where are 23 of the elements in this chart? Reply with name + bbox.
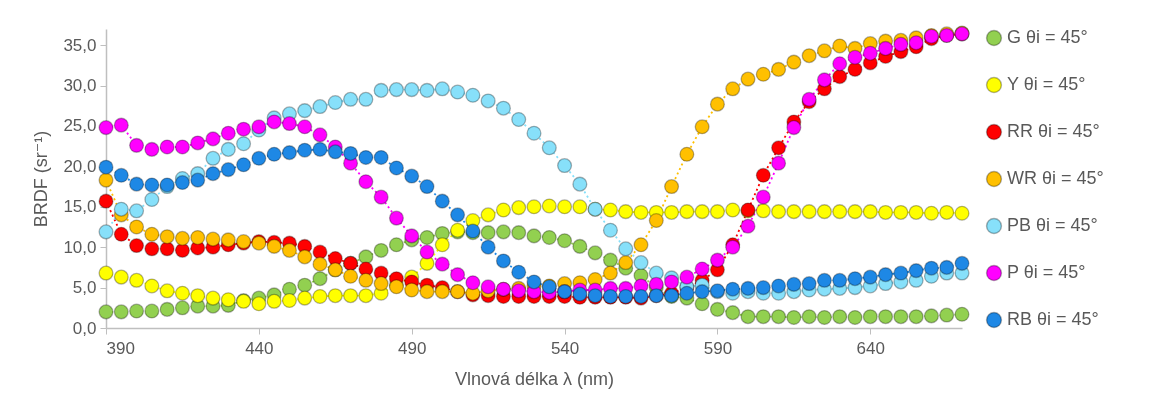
y-tick-label: 30,0 <box>63 76 97 96</box>
y-tick-label: 20,0 <box>63 156 97 176</box>
x-tick-label: 440 <box>245 338 274 358</box>
y-axis-title: BRDF (sr⁻¹) <box>31 130 52 228</box>
legend-label: WR θi = 45° <box>1007 168 1104 188</box>
legend-label: Y θi = 45° <box>1007 74 1086 94</box>
y-tick-label: 15,0 <box>63 197 97 217</box>
y-tick-label: 10,0 <box>63 237 97 257</box>
legend-label: P θi = 45° <box>1007 262 1086 282</box>
x-axis-title: Vlnová délka λ (nm) <box>454 368 615 389</box>
y-tick-label: 0,0 <box>72 318 97 338</box>
legend-label: RR θi = 45° <box>1007 121 1100 141</box>
legend-label: RB θi = 45° <box>1007 309 1099 329</box>
y-tick-label: 25,0 <box>63 116 97 136</box>
x-tick-label: 490 <box>398 338 427 358</box>
y-tick-label: 5,0 <box>72 278 97 298</box>
x-tick-label: 390 <box>106 338 135 358</box>
legend-label: PB θi = 45° <box>1007 215 1098 235</box>
x-tick-label: 590 <box>703 338 733 358</box>
x-tick-label: 640 <box>856 338 885 358</box>
y-tick-label: 35,0 <box>63 35 97 55</box>
legend-label: G θi = 45° <box>1007 27 1088 47</box>
x-tick-label: 540 <box>550 338 580 358</box>
